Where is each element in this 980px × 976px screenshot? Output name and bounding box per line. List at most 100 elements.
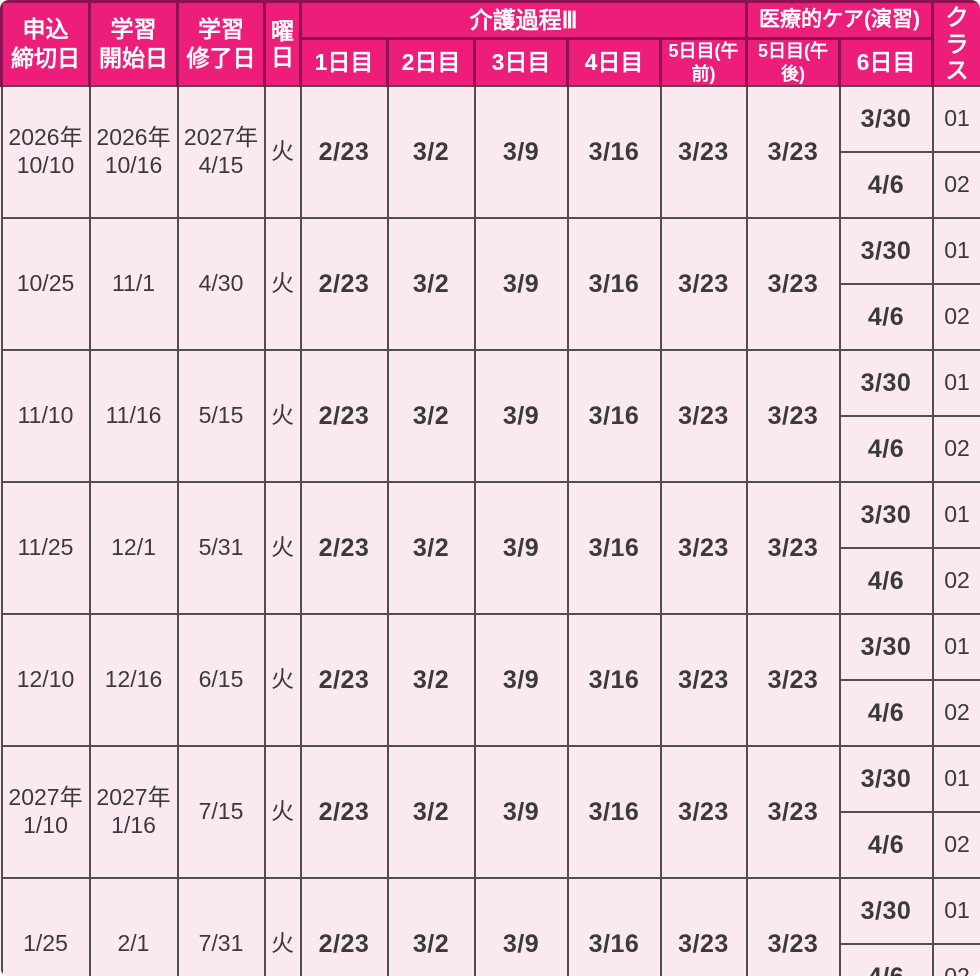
class02-cell: 02 bbox=[931, 943, 980, 976]
day6-date-cell-class01: 3/30 bbox=[838, 349, 934, 417]
header-study-start: 学習 開始日 bbox=[88, 0, 179, 87]
day6-date-cell-class01: 3/30 bbox=[838, 481, 934, 549]
day6-date-cell-class02: 4/6 bbox=[838, 151, 934, 219]
class02-cell: 02 bbox=[931, 283, 980, 351]
table-header: 申込 締切日 学習 開始日 学習 修了日 曜 日 介護過程Ⅲ 医療的ケア(演習)… bbox=[0, 0, 980, 87]
day4-date-cell: 3/16 bbox=[566, 85, 662, 219]
day6-date-cell-class01: 3/30 bbox=[838, 217, 934, 285]
day5-pm-date-cell: 3/23 bbox=[745, 349, 841, 483]
day6-date-cell-class01: 3/30 bbox=[838, 613, 934, 681]
study-end-cell: 7/31 bbox=[176, 877, 266, 976]
day4-date-cell: 3/16 bbox=[566, 481, 662, 615]
day2-date-cell: 3/2 bbox=[386, 613, 476, 747]
day4-date-cell: 3/16 bbox=[566, 877, 662, 976]
apply-deadline-cell: 12/10 bbox=[0, 613, 91, 747]
day6-date-cell-class01: 3/30 bbox=[838, 85, 934, 153]
header-day5-am: 5日目(午前) bbox=[659, 37, 748, 87]
header-group-medical-care: 医療的ケア(演習) bbox=[745, 0, 934, 40]
day6-date-cell-class02: 4/6 bbox=[838, 679, 934, 747]
header-apply-deadline: 申込 締切日 bbox=[0, 0, 91, 87]
day3-date-cell: 3/9 bbox=[473, 217, 569, 351]
day1-date-cell: 2/23 bbox=[299, 481, 389, 615]
study-start-cell: 2026年 10/16 bbox=[88, 85, 179, 219]
day4-date-cell: 3/16 bbox=[566, 349, 662, 483]
apply-deadline-cell: 11/10 bbox=[0, 349, 91, 483]
day2-date-cell: 3/2 bbox=[386, 745, 476, 879]
class02-cell: 02 bbox=[931, 547, 980, 615]
class01-cell: 01 bbox=[931, 217, 980, 285]
day2-date-cell: 3/2 bbox=[386, 85, 476, 219]
weekday-cell: 火 bbox=[263, 613, 302, 747]
day6-date-cell-class02: 4/6 bbox=[838, 547, 934, 615]
day6-date-cell-class01: 3/30 bbox=[838, 745, 934, 813]
header-row-days: 1日目 2日目 3日目 4日目 5日目(午前) 5日目(午後) 6日目 bbox=[2, 37, 980, 87]
day2-date-cell: 3/2 bbox=[386, 217, 476, 351]
header-day4: 4日目 bbox=[566, 37, 662, 87]
day3-date-cell: 3/9 bbox=[473, 85, 569, 219]
day5-am-date-cell: 3/23 bbox=[659, 85, 748, 219]
header-day2: 2日目 bbox=[386, 37, 476, 87]
apply-deadline-cell: 11/25 bbox=[0, 481, 91, 615]
day3-date-cell: 3/9 bbox=[473, 877, 569, 976]
schedule-row: 11/25 12/1 5/31 火 2/23 3/2 3/9 3/16 3/23… bbox=[0, 481, 980, 615]
day5-pm-date-cell: 3/23 bbox=[745, 613, 841, 747]
schedule-subrow: 4/6 02 bbox=[2, 943, 980, 976]
schedule-subrow: 4/6 02 bbox=[2, 415, 980, 483]
header-weekday: 曜 日 bbox=[263, 0, 302, 87]
study-end-cell: 4/30 bbox=[176, 217, 266, 351]
weekday-cell: 火 bbox=[263, 217, 302, 351]
weekday-cell: 火 bbox=[263, 481, 302, 615]
day1-date-cell: 2/23 bbox=[299, 349, 389, 483]
day4-date-cell: 3/16 bbox=[566, 613, 662, 747]
study-end-cell: 5/15 bbox=[176, 349, 266, 483]
apply-deadline-cell: 2026年 10/10 bbox=[0, 85, 91, 219]
weekday-cell: 火 bbox=[263, 877, 302, 976]
day5-pm-date-cell: 3/23 bbox=[745, 217, 841, 351]
day3-date-cell: 3/9 bbox=[473, 349, 569, 483]
day5-pm-date-cell: 3/23 bbox=[745, 745, 841, 879]
header-day1: 1日目 bbox=[299, 37, 389, 87]
header-class: ク ラ ス bbox=[931, 0, 980, 87]
day5-pm-date-cell: 3/23 bbox=[745, 877, 841, 976]
class02-cell: 02 bbox=[931, 811, 980, 879]
day3-date-cell: 3/9 bbox=[473, 745, 569, 879]
day1-date-cell: 2/23 bbox=[299, 877, 389, 976]
class01-cell: 01 bbox=[931, 613, 980, 681]
study-start-cell: 12/16 bbox=[88, 613, 179, 747]
weekday-cell: 火 bbox=[263, 85, 302, 219]
class01-cell: 01 bbox=[931, 877, 980, 945]
schedule-subrow: 4/6 02 bbox=[2, 547, 980, 615]
class01-cell: 01 bbox=[931, 481, 980, 549]
day1-date-cell: 2/23 bbox=[299, 85, 389, 219]
day1-date-cell: 2/23 bbox=[299, 217, 389, 351]
study-end-cell: 5/31 bbox=[176, 481, 266, 615]
header-row-groups: 申込 締切日 学習 開始日 学習 修了日 曜 日 介護過程Ⅲ 医療的ケア(演習)… bbox=[0, 0, 980, 87]
day5-am-date-cell: 3/23 bbox=[659, 349, 748, 483]
schedule-subrow: 4/6 02 bbox=[2, 283, 980, 351]
day1-date-cell: 2/23 bbox=[299, 745, 389, 879]
day5-am-date-cell: 3/23 bbox=[659, 877, 748, 976]
day5-am-date-cell: 3/23 bbox=[659, 613, 748, 747]
day4-date-cell: 3/16 bbox=[566, 217, 662, 351]
study-start-cell: 12/1 bbox=[88, 481, 179, 615]
day2-date-cell: 3/2 bbox=[386, 481, 476, 615]
study-end-cell: 2027年 4/15 bbox=[176, 85, 266, 219]
study-start-cell: 11/16 bbox=[88, 349, 179, 483]
schedule-row: 2027年 1/10 2027年 1/16 7/15 火 2/23 3/2 3/… bbox=[0, 745, 980, 879]
class01-cell: 01 bbox=[931, 349, 980, 417]
class02-cell: 02 bbox=[931, 679, 980, 747]
header-group-care-process: 介護過程Ⅲ bbox=[299, 0, 748, 40]
schedule-row: 11/10 11/16 5/15 火 2/23 3/2 3/9 3/16 3/2… bbox=[0, 349, 980, 483]
day5-am-date-cell: 3/23 bbox=[659, 481, 748, 615]
apply-deadline-cell: 1/25 bbox=[0, 877, 91, 976]
study-end-cell: 6/15 bbox=[176, 613, 266, 747]
schedule-subrow: 4/6 02 bbox=[2, 151, 980, 219]
header-day6: 6日目 bbox=[838, 37, 934, 87]
header-day5-pm: 5日目(午後) bbox=[745, 37, 841, 87]
day2-date-cell: 3/2 bbox=[386, 877, 476, 976]
class02-cell: 02 bbox=[931, 151, 980, 219]
header-study-end: 学習 修了日 bbox=[176, 0, 266, 87]
schedule-subrow: 4/6 02 bbox=[2, 679, 980, 747]
